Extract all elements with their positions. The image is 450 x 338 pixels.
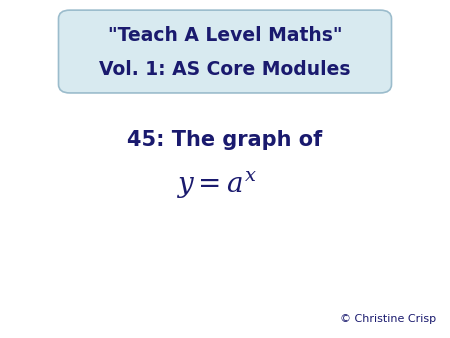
Text: Vol. 1: AS Core Modules: Vol. 1: AS Core Modules xyxy=(99,61,351,79)
FancyBboxPatch shape xyxy=(58,10,392,93)
Text: $y = a^{x}$: $y = a^{x}$ xyxy=(176,169,256,200)
Text: 45: The graph of: 45: The graph of xyxy=(127,130,323,150)
Text: "Teach A Level Maths": "Teach A Level Maths" xyxy=(108,26,342,45)
Text: © Christine Crisp: © Christine Crisp xyxy=(340,314,436,324)
